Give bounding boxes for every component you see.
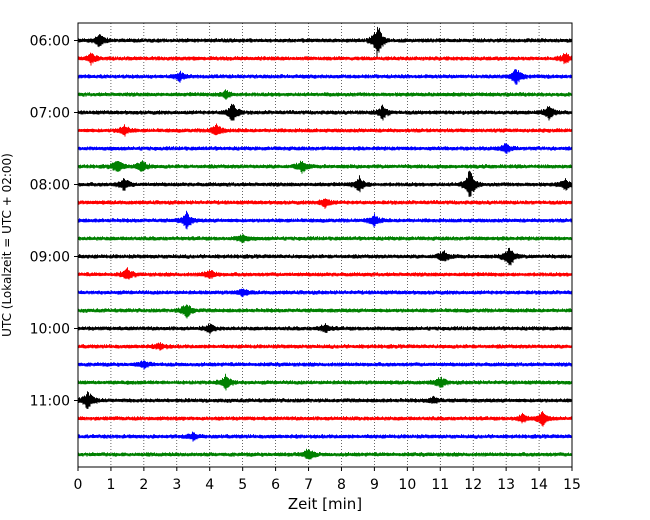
x-tick-label: 4 <box>205 477 214 493</box>
trace-row <box>77 170 573 197</box>
trace-line <box>77 123 573 137</box>
trace-row <box>77 160 573 174</box>
trace-row <box>77 342 573 351</box>
trace-line <box>77 448 573 460</box>
trace-line <box>77 342 573 351</box>
trace-row <box>77 234 573 244</box>
x-axis-label: Zeit [min] <box>288 495 362 513</box>
trace-row <box>77 267 573 280</box>
plot-frame <box>77 22 573 468</box>
y-tick-label: 07:00 <box>30 106 70 122</box>
trace-row <box>77 143 573 154</box>
x-tick-label: 9 <box>370 477 379 493</box>
trace-row <box>77 89 573 100</box>
x-tick-label: 5 <box>238 477 247 493</box>
x-tick-label: 10 <box>398 477 416 493</box>
trace-row <box>77 247 573 266</box>
y-tick-label: 08:00 <box>30 178 70 194</box>
trace-row <box>77 323 573 335</box>
y-axis-label: UTC (Lokalzeit = UTC + 02:00) <box>0 153 14 337</box>
y-axis-ticks: 06:00 07:00 08:00 09:00 10:00 11:00 <box>30 34 78 410</box>
trace-row <box>77 431 573 442</box>
x-tick-label: 15 <box>563 477 581 493</box>
seismic-traces <box>77 26 573 460</box>
trace-line <box>77 234 573 244</box>
trace-line <box>77 360 573 370</box>
trace-line <box>77 411 573 427</box>
trace-line <box>77 143 573 154</box>
trace-line <box>77 247 573 266</box>
x-tick-label: 14 <box>530 477 548 493</box>
trace-line <box>77 391 573 409</box>
trace-row <box>77 210 573 230</box>
x-tick-label: 11 <box>431 477 449 493</box>
y-tick-label: 06:00 <box>30 34 70 50</box>
trace-row <box>77 123 573 137</box>
trace-line <box>77 323 573 335</box>
x-tick-label: 0 <box>74 477 83 493</box>
trace-row <box>77 288 573 298</box>
x-tick-label: 12 <box>464 477 482 493</box>
trace-row <box>77 69 573 85</box>
vertical-grid <box>110 23 540 467</box>
trace-row <box>77 26 573 57</box>
trace-line <box>77 52 573 66</box>
trace-line <box>77 267 573 280</box>
trace-line <box>77 103 573 121</box>
trace-row <box>77 103 573 121</box>
y-tick-label: 09:00 <box>30 250 70 266</box>
trace-row <box>77 360 573 370</box>
trace-row <box>77 391 573 409</box>
trace-line <box>77 69 573 85</box>
x-tick-label: 3 <box>172 477 181 493</box>
trace-row <box>77 52 573 66</box>
trace-line <box>77 304 573 319</box>
trace-row <box>77 198 573 209</box>
trace-line <box>77 431 573 442</box>
x-tick-label: 2 <box>139 477 148 493</box>
x-tick-label: 1 <box>106 477 115 493</box>
trace-row <box>77 411 573 427</box>
trace-row <box>77 448 573 460</box>
x-tick-label: 8 <box>337 477 346 493</box>
trace-line <box>77 198 573 209</box>
trace-line <box>77 170 573 197</box>
y-tick-label: 11:00 <box>30 394 70 410</box>
trace-line <box>77 373 573 391</box>
trace-line <box>77 160 573 174</box>
y-tick-label: 10:00 <box>30 322 70 338</box>
trace-line <box>77 26 573 57</box>
x-tick-label: 6 <box>271 477 280 493</box>
trace-line <box>77 288 573 298</box>
trace-row <box>77 373 573 391</box>
x-axis-ticks: 0 1 2 3 4 5 6 7 8 9 10 11 12 13 14 15 <box>74 467 581 493</box>
x-tick-label: 7 <box>304 477 313 493</box>
trace-line <box>77 89 573 100</box>
trace-line <box>77 210 573 230</box>
x-tick-label: 13 <box>497 477 515 493</box>
trace-row <box>77 304 573 319</box>
